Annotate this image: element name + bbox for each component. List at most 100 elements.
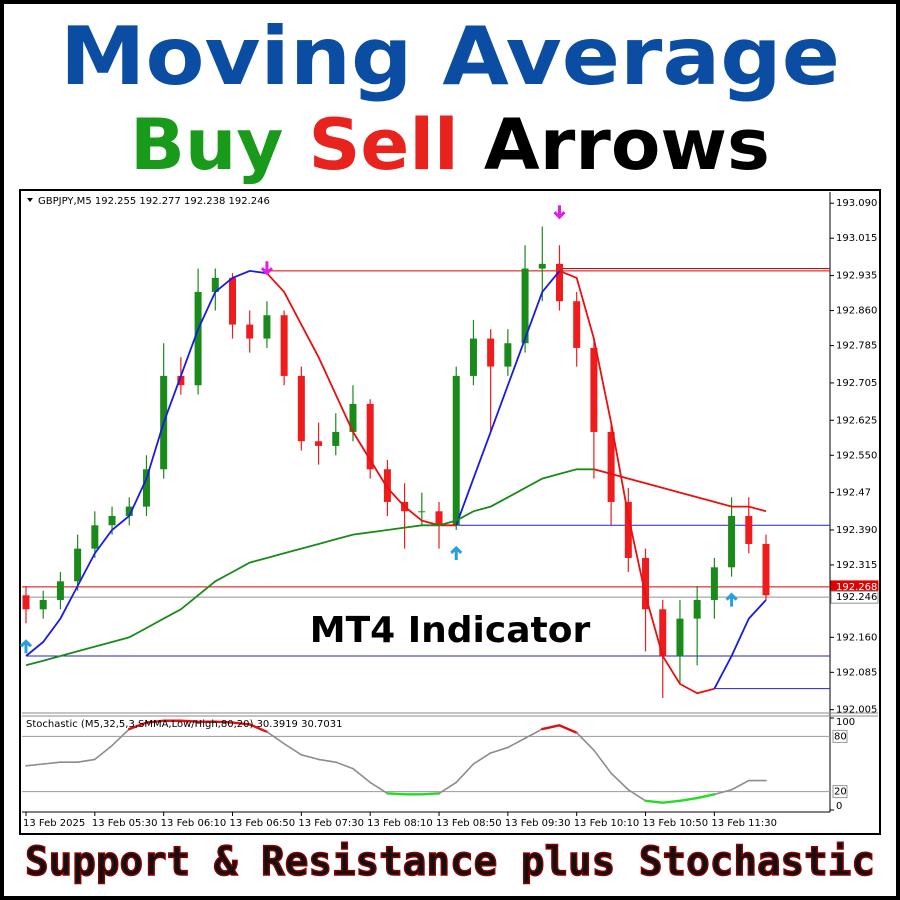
candle-body (142, 469, 150, 507)
stochastic-segment (661, 799, 682, 804)
candle-body (607, 431, 615, 502)
stochastic-segment (179, 719, 200, 723)
stochastic-segment (438, 781, 458, 795)
price-label: 192.268 (836, 582, 877, 593)
stochastic-segment (489, 746, 509, 754)
quote: 192.255 (95, 196, 136, 207)
title: Moving Average (60, 10, 840, 103)
candle-body (435, 511, 443, 526)
candle-body (280, 315, 288, 376)
candle-body (332, 431, 340, 446)
candle-body (469, 338, 477, 376)
candle-body (22, 595, 30, 610)
candle-body (538, 263, 546, 269)
stochastic-segment (76, 758, 96, 763)
y-tick-label: 100 (836, 717, 855, 728)
y-tick-label: 192.625 (836, 415, 877, 426)
y-tick-label: 192.160 (836, 632, 877, 643)
stochastic-segment (420, 792, 441, 796)
x-tick-label: 13 Feb 08:10 (367, 818, 433, 829)
y-tick-label: 192.550 (836, 450, 877, 461)
candle-body (452, 375, 460, 526)
stochastic-segment (25, 763, 45, 767)
stochastic-header: Stochastic (M5,32,5,3,SMMA,Low/High,80,2… (26, 719, 342, 730)
stochastic-segment (42, 761, 62, 765)
y-tick-label: 192.935 (836, 271, 877, 282)
sell-arrow (553, 205, 566, 220)
stochastic-segment (455, 763, 475, 784)
stochastic-segment (524, 728, 544, 740)
candle-body (659, 609, 667, 656)
level-box (832, 785, 848, 799)
candle-body (762, 543, 770, 596)
candle-body (194, 291, 202, 386)
stochastic-segment (94, 744, 113, 761)
candle-body (56, 581, 64, 600)
quote: 192.246 (229, 196, 270, 207)
candle-body (521, 268, 529, 344)
candle-body (487, 338, 495, 367)
candle-body (125, 506, 133, 516)
y-tick-label: 192.315 (836, 560, 877, 571)
stochastic-segment (713, 788, 733, 796)
stochastic-value: 30.7031 (301, 719, 342, 730)
stochastic-segment (575, 731, 595, 752)
moving-average (266, 270, 715, 695)
price-box (830, 590, 879, 604)
y-tick-label: 0 (836, 801, 842, 812)
buy-arrow (450, 545, 463, 560)
candle-body (349, 403, 357, 432)
stochastic-segment (111, 728, 131, 747)
annotation: MT4 Indicator (310, 610, 591, 651)
y-tick-label: 192.085 (836, 667, 877, 678)
buy-word: Buy (130, 104, 283, 186)
y-tick-label: 192.390 (836, 525, 877, 536)
stochastic-segment (730, 779, 750, 791)
stochastic-segment (386, 792, 406, 796)
x-tick-label: 13 Feb 2025 (23, 818, 85, 829)
stochastic-segment (317, 758, 337, 763)
stochastic-segment (627, 788, 647, 802)
sell-arrow (260, 261, 273, 276)
stochastic-segment (145, 719, 165, 724)
candle-body (710, 567, 718, 600)
candle-body (590, 347, 598, 432)
moving-average (593, 468, 767, 513)
x-tick-label: 13 Feb 10:10 (574, 818, 640, 829)
y-tick-label: 192.785 (836, 341, 877, 352)
stochastic-segment (369, 781, 389, 795)
x-tick-label: 13 Feb 06:10 (161, 818, 227, 829)
stochastic-title: Stochastic (M5,32,5,3,SMMA,Low/High,80,2… (26, 719, 253, 730)
menu-triangle (27, 198, 33, 202)
stochastic-segment (558, 724, 578, 734)
moving-average (25, 468, 594, 667)
stochastic-segment (610, 772, 630, 791)
level-box (832, 729, 848, 743)
y-tick-label: 193.015 (836, 233, 877, 244)
candle-body (297, 375, 305, 442)
y-tick-label: 192.47 (836, 488, 871, 499)
candle-body (108, 515, 116, 526)
stochastic-segment (644, 799, 664, 804)
stochastic-segment (300, 753, 320, 761)
level-label: 20 (834, 787, 847, 798)
candle-body (366, 403, 374, 470)
quote: 192.277 (139, 196, 180, 207)
x-tick-label: 13 Feb 10:50 (643, 818, 709, 829)
y-tick-label: 193.090 (836, 198, 877, 209)
candle-body (728, 515, 736, 568)
candle-body (418, 511, 426, 513)
stochastic-segment (231, 721, 251, 726)
buy-arrow (725, 592, 738, 607)
stochastic-segment (678, 796, 699, 802)
stochastic-segment (248, 723, 269, 733)
buy-arrow (19, 639, 33, 654)
stochastic-segment (128, 721, 148, 731)
candle-body (74, 548, 82, 582)
stochastic-segment (283, 742, 303, 756)
x-tick-label: 13 Feb 09:30 (505, 818, 571, 829)
subtitle: Buy Sell Arrows (130, 104, 770, 186)
stochastic-segment (472, 752, 492, 765)
x-tick-label: 13 Feb 07:30 (298, 818, 364, 829)
